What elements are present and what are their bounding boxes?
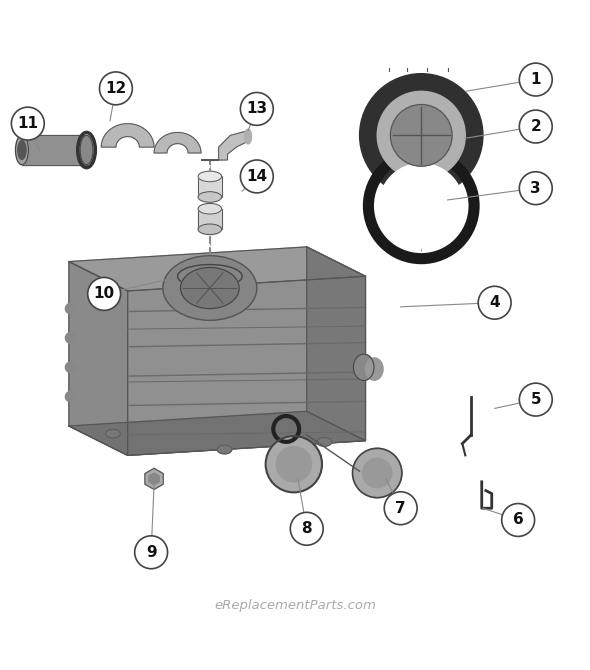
Text: 3: 3 <box>530 181 541 196</box>
Circle shape <box>353 448 402 498</box>
Circle shape <box>359 74 483 197</box>
Text: 8: 8 <box>301 521 312 536</box>
Polygon shape <box>198 209 222 229</box>
Polygon shape <box>307 247 365 441</box>
Text: 14: 14 <box>246 169 267 184</box>
Circle shape <box>276 447 312 482</box>
Ellipse shape <box>198 204 222 214</box>
Ellipse shape <box>65 362 76 373</box>
Polygon shape <box>145 468 163 490</box>
Polygon shape <box>69 411 365 456</box>
Circle shape <box>478 286 511 319</box>
Circle shape <box>519 63 552 96</box>
Circle shape <box>384 492 417 525</box>
Polygon shape <box>201 131 248 160</box>
Ellipse shape <box>163 256 257 320</box>
Ellipse shape <box>65 304 76 314</box>
Ellipse shape <box>106 429 120 438</box>
Ellipse shape <box>198 171 222 182</box>
Polygon shape <box>149 473 159 484</box>
Ellipse shape <box>217 445 232 454</box>
Circle shape <box>391 105 452 166</box>
Circle shape <box>135 536 168 569</box>
Ellipse shape <box>65 391 76 402</box>
Circle shape <box>502 504 535 537</box>
Text: 7: 7 <box>395 500 406 516</box>
Circle shape <box>379 163 464 248</box>
Text: 12: 12 <box>105 81 126 96</box>
Ellipse shape <box>317 438 332 446</box>
Polygon shape <box>154 133 201 153</box>
Circle shape <box>290 513 323 545</box>
Ellipse shape <box>65 332 76 343</box>
Circle shape <box>88 277 120 310</box>
Ellipse shape <box>198 224 222 234</box>
Text: 2: 2 <box>530 119 541 134</box>
Circle shape <box>266 436 322 492</box>
Ellipse shape <box>18 141 26 159</box>
Polygon shape <box>22 135 87 165</box>
Polygon shape <box>127 276 365 456</box>
Ellipse shape <box>353 354 374 381</box>
Text: 9: 9 <box>146 545 156 559</box>
Circle shape <box>519 172 552 204</box>
Text: eReplacementParts.com: eReplacementParts.com <box>214 598 376 612</box>
Polygon shape <box>69 261 127 456</box>
Text: 4: 4 <box>489 295 500 310</box>
Circle shape <box>240 160 273 193</box>
Text: 13: 13 <box>246 101 267 117</box>
Circle shape <box>240 92 273 125</box>
Ellipse shape <box>80 135 93 165</box>
Text: 10: 10 <box>94 286 114 302</box>
Text: 1: 1 <box>530 72 541 87</box>
Ellipse shape <box>181 267 239 309</box>
Circle shape <box>519 383 552 416</box>
Polygon shape <box>101 124 154 147</box>
Polygon shape <box>198 176 222 197</box>
Circle shape <box>11 107 44 140</box>
Circle shape <box>362 458 392 488</box>
Text: 11: 11 <box>17 116 38 131</box>
Ellipse shape <box>15 135 28 165</box>
Text: 5: 5 <box>530 392 541 407</box>
Circle shape <box>377 91 466 180</box>
Circle shape <box>519 110 552 143</box>
Ellipse shape <box>365 358 383 380</box>
Ellipse shape <box>198 192 222 202</box>
Polygon shape <box>69 247 365 291</box>
Ellipse shape <box>244 129 251 144</box>
Ellipse shape <box>178 265 242 288</box>
Text: 6: 6 <box>513 513 523 527</box>
Circle shape <box>100 72 132 105</box>
